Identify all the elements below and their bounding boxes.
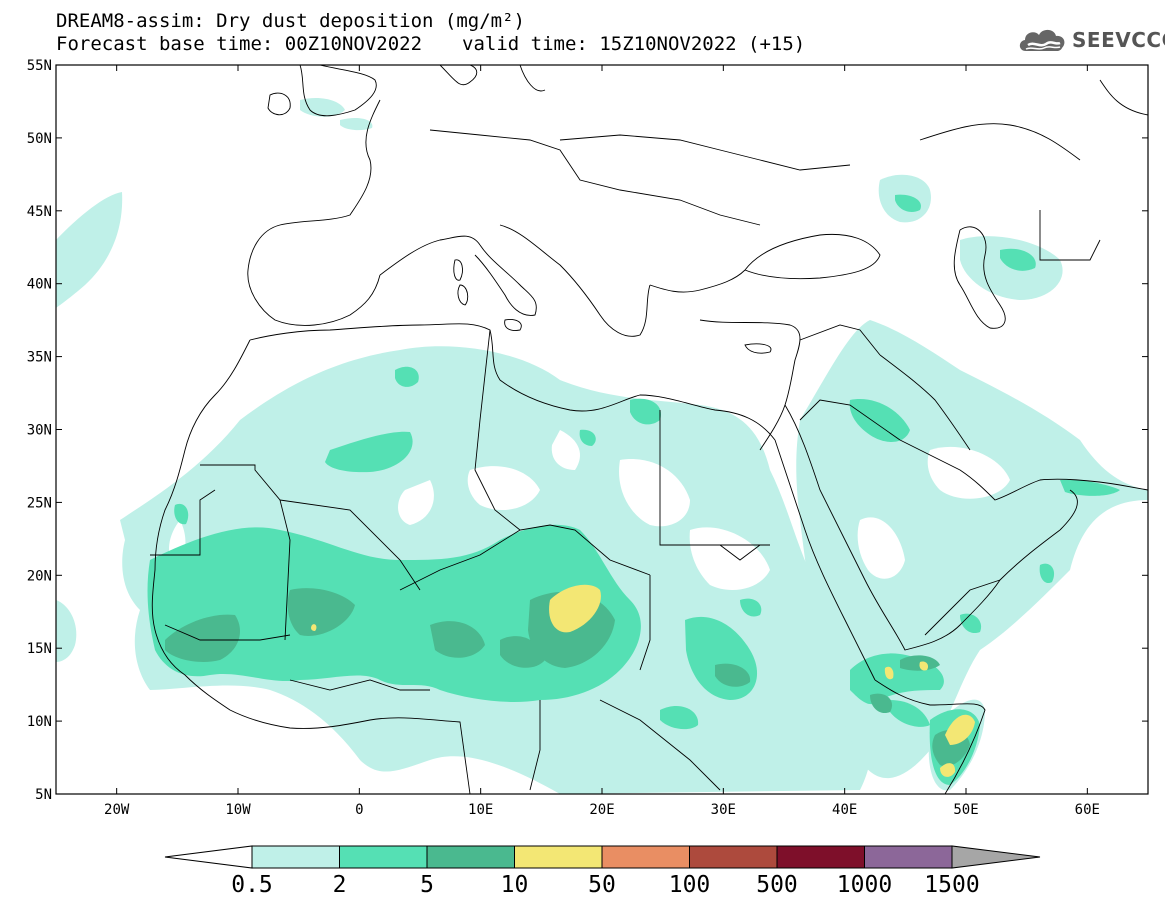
colorbar-label: 10 — [501, 872, 529, 898]
colorbar-label: 5 — [420, 872, 434, 898]
base-time: Forecast base time: 00Z10NOV2022 — [56, 33, 423, 55]
lon-tick-label: 40E — [832, 802, 857, 818]
logo-text: SEEVCCC — [1072, 28, 1165, 52]
map-axes: 20W 10W 0 10E 20E 30E 40E 50E 60E 55N 50N 45N 40N 35N… — [27, 58, 1148, 818]
map-title: DREAM8-assim: Dry dust deposition (mg/m²… — [56, 10, 525, 32]
lat-tick-label: 40N — [27, 277, 52, 293]
lat-tick-label: 5N — [35, 787, 52, 803]
colorbar-label: 500 — [756, 872, 798, 898]
colorbar-segment — [864, 845, 953, 869]
colorbar-segment — [601, 845, 690, 869]
colorbar-label: 1000 — [837, 872, 892, 898]
colorbar-segment — [251, 845, 340, 869]
seevccc-logo: SEEVCCC — [1016, 22, 1165, 58]
colorbar: 0.5 2 5 10 50 100 500 1000 1500 — [164, 845, 1041, 898]
lat-tick-label: 50N — [27, 131, 52, 147]
colorbar-segment — [689, 845, 778, 869]
lat-tick-label: 25N — [27, 495, 52, 511]
lon-tick-label: 60E — [1075, 802, 1100, 818]
lon-tick-label: 20E — [589, 802, 614, 818]
lon-tick-label: 50E — [953, 802, 978, 818]
lon-tick-label: 0 — [355, 802, 363, 818]
colorbar-label: 1500 — [924, 872, 979, 898]
lat-tick-label: 20N — [27, 568, 52, 584]
cloud-icon — [1019, 29, 1065, 51]
coastlines-and-borders — [150, 65, 1148, 794]
lat-tick-label: 30N — [27, 423, 52, 439]
colorbar-segment — [426, 845, 515, 869]
colorbar-low-arrow — [164, 845, 253, 869]
lon-tick-label: 10E — [468, 802, 493, 818]
colorbar-segment — [514, 845, 603, 869]
lat-tick-label: 55N — [27, 58, 52, 74]
colorbar-label: 100 — [669, 872, 711, 898]
map-subtitle: Forecast base time: 00Z10NOV2022 valid ti… — [56, 33, 805, 55]
lon-tick-label: 30E — [711, 802, 736, 818]
lat-tick-label: 35N — [27, 350, 52, 366]
colorbar-segment — [776, 845, 865, 869]
valid-time: valid time: 15Z10NOV2022 (+15) — [462, 33, 806, 55]
colorbar-label: 2 — [333, 872, 347, 898]
lon-tick-label: 20W — [104, 802, 130, 818]
colorbar-high-arrow — [951, 845, 1041, 869]
colorbar-label: 0.5 — [231, 872, 273, 898]
lon-tick-label: 10W — [225, 802, 251, 818]
colorbar-segment — [339, 845, 428, 869]
dust-shading — [56, 98, 1148, 794]
colorbar-label: 50 — [588, 872, 616, 898]
lat-tick-label: 45N — [27, 204, 52, 220]
lat-tick-label: 10N — [27, 714, 52, 730]
lat-tick-label: 15N — [27, 641, 52, 657]
